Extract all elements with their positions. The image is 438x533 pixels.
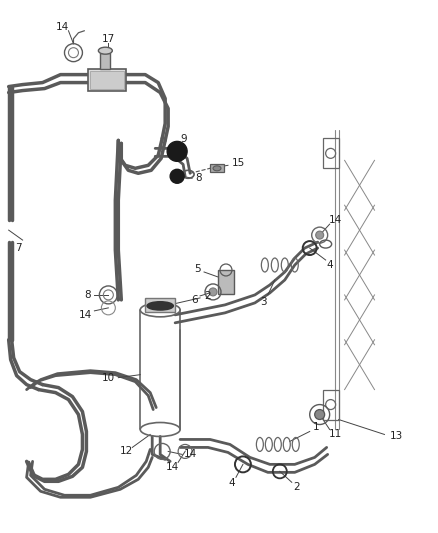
Text: 14: 14 (79, 310, 92, 320)
Text: 8: 8 (195, 173, 201, 183)
Text: 12: 12 (120, 447, 133, 456)
Bar (88, 69, 126, 91)
Text: 14: 14 (56, 22, 69, 32)
Circle shape (314, 409, 325, 419)
Text: 15: 15 (231, 158, 244, 168)
Circle shape (316, 231, 324, 239)
Bar (323, 139, 339, 168)
Text: 2: 2 (293, 482, 300, 492)
Text: 14: 14 (166, 462, 179, 472)
Ellipse shape (147, 302, 173, 310)
Text: 1: 1 (312, 423, 319, 432)
Text: 17: 17 (102, 34, 115, 44)
Circle shape (170, 169, 184, 183)
Ellipse shape (213, 166, 221, 171)
Text: 10: 10 (102, 373, 115, 383)
Text: 6: 6 (191, 295, 198, 305)
Circle shape (167, 141, 187, 161)
Text: 9: 9 (181, 134, 187, 144)
Circle shape (209, 288, 217, 296)
Text: 4: 4 (326, 260, 333, 270)
Bar (210, 164, 224, 172)
Text: 4: 4 (229, 478, 235, 488)
Text: 2: 2 (205, 291, 212, 301)
Text: 3: 3 (261, 297, 267, 307)
Text: 8: 8 (84, 290, 91, 300)
Text: 14: 14 (329, 215, 342, 225)
Text: 14: 14 (184, 449, 197, 459)
Ellipse shape (99, 47, 112, 54)
Bar (90, 71, 124, 88)
Bar (145, 298, 175, 312)
Bar (323, 390, 339, 419)
Text: 7: 7 (15, 243, 22, 253)
Bar (100, 53, 110, 69)
Text: 5: 5 (194, 264, 200, 274)
Text: 13: 13 (390, 431, 403, 441)
Bar (218, 270, 234, 294)
Text: 11: 11 (329, 430, 342, 440)
